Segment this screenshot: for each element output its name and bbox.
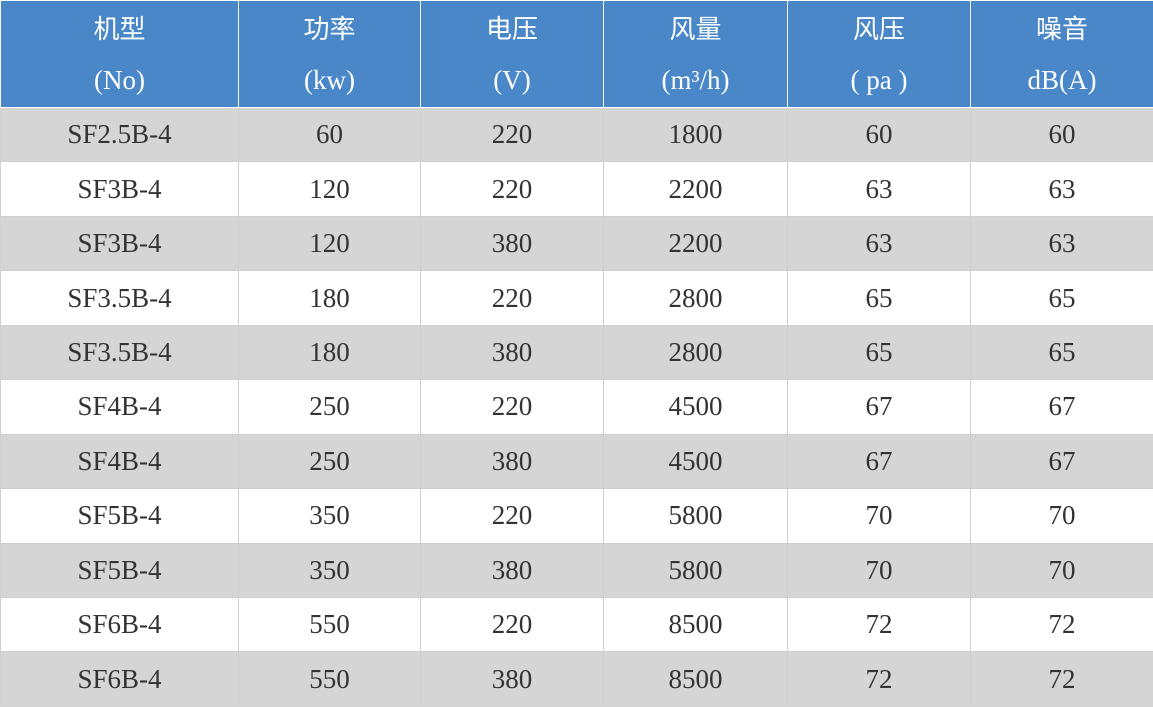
header-cell: 功率: [238, 0, 421, 54]
data-cell: 8500: [603, 651, 788, 707]
data-cell: 380: [420, 651, 604, 707]
data-cell: SF5B-4: [0, 542, 239, 598]
data-cell: SF4B-4: [0, 433, 239, 490]
data-row: SF3B-4 120 380 2200 63 63: [0, 215, 1153, 272]
data-cell: 72: [970, 651, 1153, 707]
data-cell: 220: [420, 379, 604, 435]
data-cell: 180: [238, 324, 421, 381]
data-cell: 4500: [603, 433, 788, 490]
header-cell: 机型: [0, 0, 239, 54]
data-cell: 70: [970, 488, 1153, 544]
data-cell: 5800: [603, 488, 788, 544]
data-cell: 550: [238, 596, 421, 653]
data-cell: SF3B-4: [0, 161, 239, 217]
data-cell: 67: [970, 379, 1153, 435]
data-cell: 380: [420, 542, 604, 598]
data-cell: 63: [970, 215, 1153, 272]
data-cell: 120: [238, 215, 421, 272]
data-cell: 5800: [603, 542, 788, 598]
data-cell: 65: [970, 270, 1153, 326]
data-cell: 220: [420, 270, 604, 326]
data-cell: 63: [787, 215, 971, 272]
data-cell: 72: [970, 596, 1153, 653]
data-row: SF2.5B-4 60 220 1800 60 60: [0, 106, 1153, 163]
data-row: SF6B-4 550 220 8500 72 72: [0, 596, 1153, 653]
data-cell: 70: [787, 488, 971, 544]
header-row: 机型 功率 电压 风量 风压 噪音: [0, 0, 1153, 54]
data-row: SF5B-4 350 220 5800 70 70: [0, 488, 1153, 544]
data-row: SF3.5B-4 180 220 2800 65 65: [0, 270, 1153, 326]
data-cell: 60: [238, 106, 421, 163]
data-cell: 350: [238, 488, 421, 544]
header-cell: (V): [420, 54, 604, 108]
header-cell: (m³/h): [603, 54, 788, 108]
data-cell: 250: [238, 379, 421, 435]
data-cell: 2800: [603, 270, 788, 326]
header-cell: (kw): [238, 54, 421, 108]
data-cell: 70: [787, 542, 971, 598]
header-cell: ( pa ): [787, 54, 971, 108]
data-cell: SF2.5B-4: [0, 106, 239, 163]
data-cell: 67: [970, 433, 1153, 490]
data-cell: SF6B-4: [0, 651, 239, 707]
data-cell: 380: [420, 324, 604, 381]
data-cell: 2800: [603, 324, 788, 381]
data-row: SF4B-4 250 220 4500 67 67: [0, 379, 1153, 435]
data-cell: 65: [970, 324, 1153, 381]
data-cell: 220: [420, 161, 604, 217]
data-cell: 2200: [603, 215, 788, 272]
data-cell: 180: [238, 270, 421, 326]
data-cell: 67: [787, 433, 971, 490]
header-cell: 噪音: [970, 0, 1153, 54]
data-cell: 350: [238, 542, 421, 598]
data-cell: 72: [787, 651, 971, 707]
header-cell: 风量: [603, 0, 788, 54]
data-cell: 63: [970, 161, 1153, 217]
data-cell: SF5B-4: [0, 488, 239, 544]
data-cell: SF3.5B-4: [0, 324, 239, 381]
header-cell: dB(A): [970, 54, 1153, 108]
data-cell: 380: [420, 215, 604, 272]
header-cell: 电压: [420, 0, 604, 54]
data-cell: 63: [787, 161, 971, 217]
header-row: (No) (kw) (V) (m³/h)( pa ) dB(A): [0, 54, 1153, 108]
data-cell: SF3.5B-4: [0, 270, 239, 326]
data-cell: 67: [787, 379, 971, 435]
data-cell: 380: [420, 433, 604, 490]
data-cell: 8500: [603, 596, 788, 653]
data-cell: 120: [238, 161, 421, 217]
data-cell: 70: [970, 542, 1153, 598]
data-cell: 72: [787, 596, 971, 653]
data-cell: 2200: [603, 161, 788, 217]
data-row: SF3.5B-4 180 380 2800 65 65: [0, 324, 1153, 381]
data-cell: 220: [420, 106, 604, 163]
data-cell: 60: [970, 106, 1153, 163]
data-cell: 65: [787, 324, 971, 381]
data-cell: 550: [238, 651, 421, 707]
data-cell: SF4B-4: [0, 379, 239, 435]
data-cell: 1800: [603, 106, 788, 163]
data-cell: 4500: [603, 379, 788, 435]
data-row: SF6B-4 550 380 8500 72 72: [0, 651, 1153, 707]
data-cell: 60: [787, 106, 971, 163]
data-cell: 250: [238, 433, 421, 490]
data-cell: 220: [420, 596, 604, 653]
data-cell: SF6B-4: [0, 596, 239, 653]
data-row: SF5B-4 350 380 5800 70 70: [0, 542, 1153, 598]
data-row: SF3B-4 120 220 2200 63 63: [0, 161, 1153, 217]
header-cell: 风压: [787, 0, 971, 54]
data-cell: 65: [787, 270, 971, 326]
header-cell: (No): [0, 54, 239, 108]
data-row: SF4B-4 250 380 4500 67 67: [0, 433, 1153, 490]
data-cell: 220: [420, 488, 604, 544]
data-cell: SF3B-4: [0, 215, 239, 272]
